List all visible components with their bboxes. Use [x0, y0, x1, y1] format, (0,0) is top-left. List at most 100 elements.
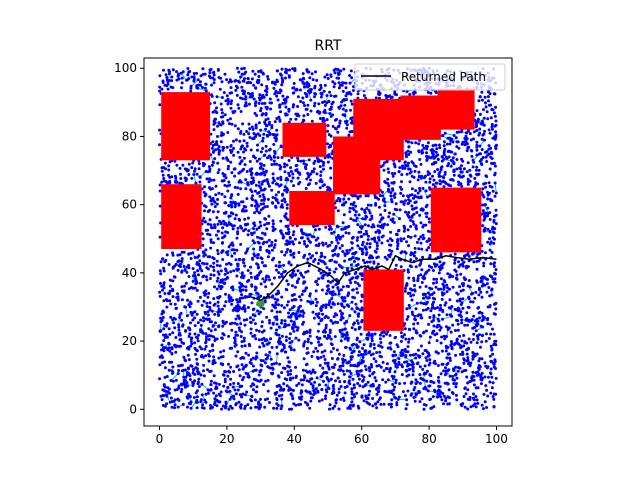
sample-node: [428, 177, 432, 181]
sample-node: [223, 183, 227, 187]
sample-node: [237, 368, 241, 372]
sample-node: [257, 226, 261, 230]
sample-node: [250, 399, 254, 403]
sample-node: [449, 184, 453, 188]
sample-node: [460, 170, 464, 174]
sample-node: [191, 318, 195, 322]
sample-node: [469, 300, 473, 304]
sample-node: [235, 274, 239, 278]
sample-node: [309, 178, 312, 182]
sample-node: [436, 168, 440, 171]
sample-node: [186, 405, 189, 409]
sample-node: [282, 306, 286, 310]
sample-node: [179, 177, 183, 180]
sample-node: [368, 211, 372, 215]
sample-node: [273, 151, 277, 155]
sample-node: [291, 323, 295, 327]
sample-node: [418, 158, 422, 161]
sample-node: [403, 166, 407, 170]
sample-node: [328, 299, 332, 303]
chart-title: RRT: [315, 38, 342, 54]
sample-node: [176, 268, 180, 272]
sample-node: [230, 346, 234, 350]
sample-node: [394, 378, 398, 382]
sample-node: [242, 205, 246, 208]
sample-node: [377, 344, 381, 348]
sample-node: [454, 365, 458, 369]
sample-node: [415, 301, 419, 305]
sample-node: [262, 195, 266, 199]
sample-node: [240, 340, 244, 344]
sample-node: [480, 311, 484, 315]
sample-node: [401, 335, 405, 339]
sample-node: [186, 353, 190, 357]
sample-node: [271, 196, 275, 199]
sample-node: [493, 302, 496, 306]
sample-node: [306, 340, 310, 344]
sample-node: [243, 217, 247, 221]
sample-node: [322, 354, 326, 358]
sample-node: [414, 206, 418, 210]
sample-node: [324, 314, 328, 318]
sample-node: [388, 334, 392, 337]
sample-node: [436, 306, 440, 310]
sample-node: [159, 260, 163, 264]
sample-node: [351, 288, 355, 292]
sample-node: [239, 335, 243, 338]
sample-node: [239, 224, 242, 228]
sample-node: [303, 104, 306, 107]
sample-node: [279, 229, 283, 233]
sample-node: [443, 131, 447, 135]
sample-node: [422, 296, 425, 300]
sample-node: [300, 395, 304, 399]
sample-node: [188, 332, 192, 336]
sample-node: [475, 145, 479, 149]
sample-node: [468, 168, 472, 172]
sample-node: [442, 185, 446, 189]
sample-node: [341, 298, 345, 302]
sample-node: [450, 158, 453, 162]
sample-node: [492, 332, 496, 336]
sample-node: [435, 339, 439, 343]
sample-node: [256, 266, 260, 270]
sample-node: [200, 393, 204, 397]
sample-node: [414, 318, 417, 322]
sample-node: [434, 91, 438, 94]
sample-node: [236, 103, 240, 107]
sample-node: [196, 380, 200, 384]
sample-node: [373, 236, 376, 240]
sample-node: [193, 271, 197, 275]
sample-node: [353, 395, 357, 399]
sample-node: [197, 167, 201, 171]
sample-node: [260, 198, 264, 202]
sample-node: [196, 321, 200, 325]
sample-node: [238, 405, 242, 409]
sample-node: [267, 184, 271, 188]
sample-node: [486, 227, 490, 231]
sample-node: [209, 379, 213, 383]
sample-node: [321, 274, 325, 278]
sample-node: [458, 297, 462, 301]
sample-node: [445, 313, 449, 317]
sample-node: [220, 231, 224, 235]
sample-node: [488, 167, 492, 171]
sample-node: [358, 325, 362, 329]
sample-node: [411, 362, 415, 366]
sample-node: [182, 342, 186, 345]
sample-node: [264, 357, 268, 361]
sample-node: [291, 240, 295, 244]
sample-node: [287, 227, 290, 231]
sample-node: [341, 358, 345, 362]
sample-node: [294, 313, 298, 317]
sample-node: [159, 272, 163, 276]
sample-node: [404, 164, 408, 167]
sample-node: [409, 258, 413, 262]
sample-node: [371, 352, 375, 356]
sample-node: [194, 335, 198, 339]
sample-node: [473, 176, 477, 180]
sample-node: [309, 341, 313, 345]
sample-node: [378, 224, 382, 228]
sample-node: [378, 354, 382, 358]
sample-node: [239, 110, 243, 113]
sample-node: [491, 327, 494, 331]
